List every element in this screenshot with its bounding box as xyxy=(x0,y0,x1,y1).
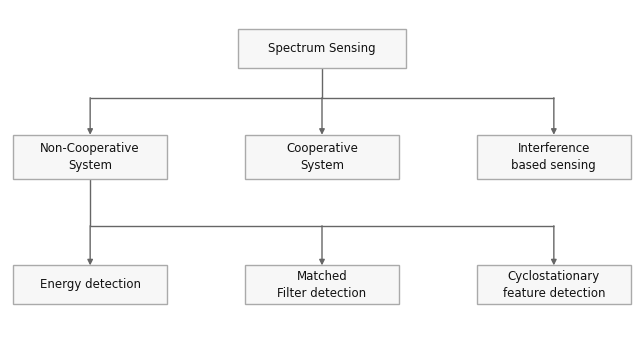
Text: Spectrum Sensing: Spectrum Sensing xyxy=(268,42,376,55)
FancyBboxPatch shape xyxy=(13,266,167,304)
Text: Interference
based sensing: Interference based sensing xyxy=(511,142,596,172)
Text: Cyclostationary
feature detection: Cyclostationary feature detection xyxy=(502,270,605,300)
FancyBboxPatch shape xyxy=(13,135,167,179)
Text: Matched
Filter detection: Matched Filter detection xyxy=(278,270,366,300)
FancyBboxPatch shape xyxy=(477,135,631,179)
FancyBboxPatch shape xyxy=(245,266,399,304)
FancyBboxPatch shape xyxy=(477,266,631,304)
Text: Non-Cooperative
System: Non-Cooperative System xyxy=(41,142,140,172)
Text: Energy detection: Energy detection xyxy=(40,278,140,291)
FancyBboxPatch shape xyxy=(245,135,399,179)
Text: Cooperative
System: Cooperative System xyxy=(286,142,358,172)
FancyBboxPatch shape xyxy=(238,30,406,68)
